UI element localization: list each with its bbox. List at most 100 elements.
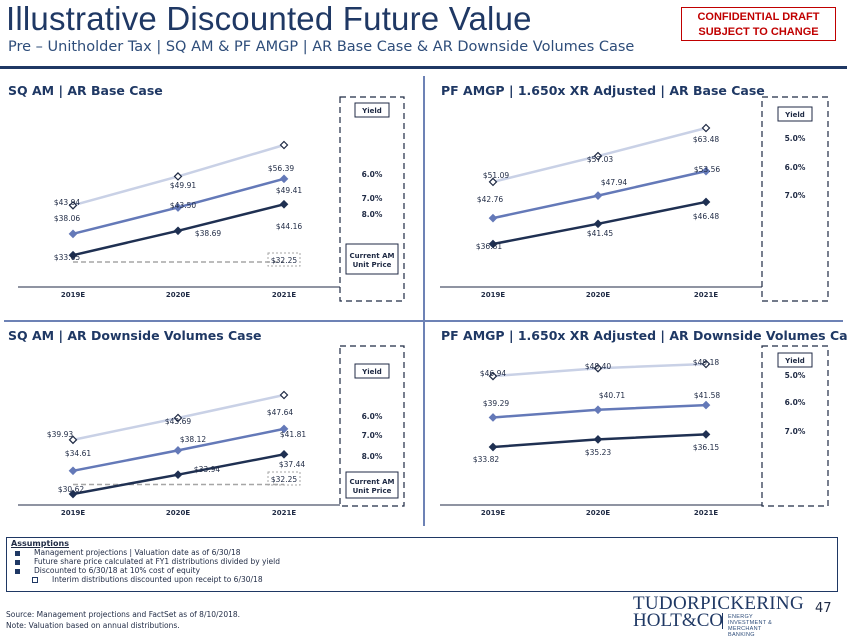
- data-label: $38.06: [54, 214, 80, 223]
- data-label: $49.18: [693, 358, 719, 367]
- yield-value: 7.0%: [362, 431, 383, 440]
- data-point-marker: [701, 359, 711, 369]
- yield-value: 7.0%: [362, 194, 383, 203]
- header-rule: [0, 66, 847, 69]
- yield-value: 6.0%: [785, 398, 806, 407]
- assumption-subtext: Interim distributions discounted upon re…: [52, 575, 263, 584]
- data-label: $46.94: [480, 369, 506, 378]
- current-price-title-line: Current AM: [350, 252, 395, 260]
- data-point-marker: [593, 405, 603, 415]
- current-price-title-line: Current AM: [350, 478, 395, 486]
- legend-frame: [339, 345, 405, 507]
- x-tick-label: 2019E: [481, 509, 505, 517]
- data-point-marker: [68, 250, 78, 260]
- data-point-marker: [701, 123, 711, 133]
- data-label: $57.03: [587, 155, 613, 164]
- yield-value: 6.0%: [362, 412, 383, 421]
- confidential-line-2: SUBJECT TO CHANGE: [698, 26, 819, 38]
- data-point-marker: [279, 424, 289, 434]
- data-point-marker: [488, 177, 498, 187]
- data-point-marker: [488, 239, 498, 249]
- data-point-marker: [701, 430, 711, 439]
- current-price-label-box: [267, 252, 301, 267]
- data-label: $43.69: [165, 417, 191, 426]
- data-label: $37.44: [279, 460, 305, 469]
- yield-title: Yield: [784, 357, 805, 365]
- data-label: $30.62: [58, 485, 84, 494]
- data-point-marker: [488, 442, 498, 452]
- bullet-square-icon: [15, 559, 20, 565]
- panel-title-sq-base: SQ AM | AR Base Case: [8, 83, 163, 98]
- data-point-marker: [68, 200, 78, 210]
- assumptions-title: Assumptions: [11, 539, 69, 548]
- data-point-marker: [68, 229, 78, 239]
- assumption-text: Future share price calculated at FY1 dis…: [34, 557, 281, 566]
- data-point-marker: [593, 435, 603, 444]
- data-point-marker: [68, 466, 78, 476]
- data-point-marker: [279, 390, 289, 400]
- confidential-line-1: CONFIDENTIAL DRAFT: [697, 11, 820, 23]
- data-label: $42.76: [477, 195, 503, 204]
- company-logo: TUDORPICKERING HOLT&CO ENERGY INVESTMENT…: [633, 593, 804, 638]
- footer-source: Source: Management projections and FactS…: [6, 609, 240, 631]
- data-label: $49.41: [276, 186, 302, 195]
- page-title: Illustrative Discounted Future Value: [6, 0, 532, 37]
- quadrant-horizontal-divider: [4, 320, 843, 322]
- data-label: $35.23: [585, 448, 611, 457]
- data-label: $43.50: [170, 201, 196, 210]
- x-tick-label: 2020E: [166, 509, 190, 517]
- yield-title-box: [354, 363, 390, 379]
- data-label: $41.58: [694, 391, 720, 400]
- data-label: $33.94: [194, 465, 220, 474]
- yield-value: 8.0%: [362, 452, 383, 461]
- data-label: $33.82: [473, 455, 499, 464]
- data-point-marker: [701, 400, 711, 410]
- data-point-marker: [173, 226, 183, 236]
- panel-title-pf-downside: PF AMGP | 1.650x XR Adjusted | AR Downsi…: [441, 328, 847, 343]
- current-price-title-box: [345, 243, 399, 275]
- data-point-marker: [173, 172, 183, 181]
- yield-title: Yield: [784, 111, 805, 119]
- logo-tagline: ENERGY INVESTMENT & MERCHANT BANKING: [728, 614, 773, 638]
- data-point-marker: [279, 199, 289, 209]
- yield-value: 7.0%: [785, 191, 806, 200]
- yield-value: 7.0%: [785, 427, 806, 436]
- data-label: $56.39: [268, 164, 294, 173]
- data-label: $33.65: [54, 253, 80, 262]
- yield-value: 8.0%: [362, 210, 383, 219]
- bullet-square-icon: [15, 550, 20, 556]
- yield-value: 6.0%: [785, 163, 806, 172]
- data-label: $51.09: [483, 171, 509, 180]
- data-point-marker: [701, 166, 711, 176]
- assumption-subitem: Interim distributions discounted upon re…: [32, 575, 263, 584]
- assumptions-box: Assumptions Management projections | Val…: [6, 537, 838, 592]
- data-point-marker: [279, 449, 289, 459]
- data-label: $38.69: [195, 229, 221, 238]
- legend-frame: [761, 345, 829, 507]
- current-price-title-line: Unit Price: [353, 261, 392, 269]
- x-tick-label: 2019E: [61, 509, 85, 517]
- note-text: Note: Valuation based on annual distribu…: [6, 621, 180, 630]
- data-point-marker: [279, 174, 289, 184]
- x-tick-label: 2020E: [586, 509, 610, 517]
- data-point-marker: [593, 219, 603, 229]
- logo-divider: [722, 613, 723, 629]
- charts-canvas: 2019E 2020E 2021E $32.25 $43.94 $49.91 $56.39 $…: [18, 96, 829, 517]
- data-point-marker: [488, 413, 498, 422]
- x-tick-label: 2021E: [272, 509, 296, 517]
- current-price-title-line: Unit Price: [353, 487, 392, 495]
- data-label: $63.48: [693, 135, 719, 144]
- data-label: $38.12: [180, 435, 206, 444]
- data-point-marker: [593, 363, 603, 373]
- data-label: $36.15: [693, 443, 719, 452]
- x-tick-label: 2021E: [272, 291, 296, 299]
- data-label: $34.61: [65, 449, 91, 458]
- current-price-title-box: [345, 471, 399, 499]
- data-point-marker: [593, 191, 603, 200]
- current-price-data-label: $32.25: [271, 256, 297, 265]
- yield-title-box: [354, 102, 390, 118]
- assumption-text: Discounted to 6/30/18 at 10% cost of equ…: [34, 566, 201, 575]
- x-tick-label: 2020E: [586, 291, 610, 299]
- data-label: $53.56: [694, 165, 720, 174]
- data-point-marker: [68, 489, 78, 499]
